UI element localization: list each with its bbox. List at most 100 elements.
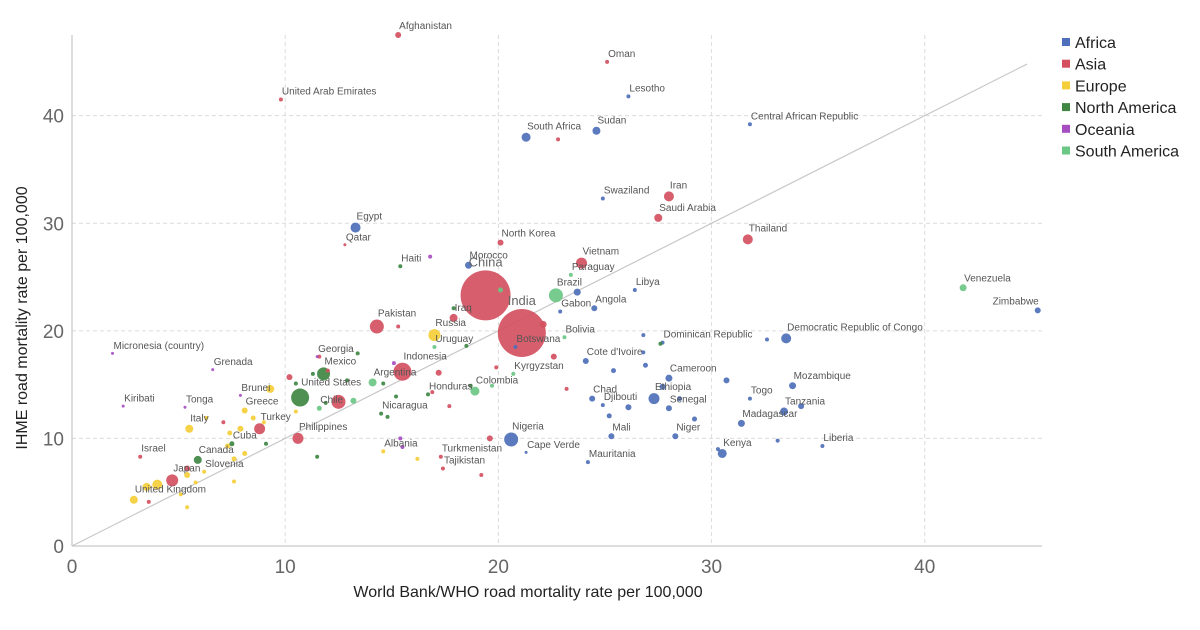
point-label: Togo [751,386,773,397]
data-point [178,492,183,497]
data-point [368,378,377,387]
data-point [343,243,347,247]
data-point [193,480,198,485]
point-label: Mexico [325,356,357,367]
point-label: Kiribati [124,394,155,405]
point-label: China [469,254,504,269]
data-point [497,308,546,357]
point-label: Canada [199,445,234,456]
reference-line-y-equals-x [71,63,1028,547]
point-label: Nicaragua [382,401,428,412]
data-point [494,365,499,370]
data-point [524,450,528,454]
point-label: Micronesia (country) [114,341,205,352]
points-layer [111,32,1041,510]
data-point [677,396,683,402]
legend-label: South America [1075,144,1179,161]
point-label: Chad [593,385,617,396]
data-point [568,272,573,277]
data-point [654,213,663,222]
data-point [121,404,125,408]
data-point [286,374,293,381]
data-point [254,423,266,435]
data-point [511,371,516,376]
x-tick-label: 40 [914,557,935,578]
point-label: Russia [435,318,466,329]
data-point [142,482,151,491]
x-tick-label: 0 [67,557,78,578]
x-axis-title: World Bank/WHO road mortality rate per 1… [353,584,702,601]
data-point [250,415,256,421]
data-point [396,324,401,329]
data-point [641,333,646,338]
data-point [449,313,458,322]
data-point [241,407,248,414]
data-point [430,390,435,395]
data-point [331,394,346,409]
legend-swatch [1062,103,1070,112]
data-point [398,264,403,269]
data-point [398,436,403,441]
point-label: Saudi Arabia [659,203,716,214]
data-point [432,344,437,349]
data-point [184,471,191,478]
legend-label: Oceania [1075,122,1135,139]
point-label: Tajikistan [444,456,485,467]
legend-label: Asia [1075,57,1106,74]
point-label: Mozambique [794,371,852,382]
data-point [486,435,493,442]
point-label: Brunei [241,383,270,394]
data-point [345,378,350,383]
data-point [325,368,330,373]
data-point [659,383,666,390]
data-point [183,405,187,409]
data-point [764,337,769,342]
data-point [231,456,237,462]
point-label: Kyrgyzstan [514,361,563,372]
point-label: Zimbabwe [993,296,1040,307]
reference-line-layer [71,63,1028,547]
point-label: Cape Verde [527,440,580,451]
point-label: Vietnam [583,247,620,258]
point-label: Slovenia [205,459,244,470]
data-point [152,479,163,490]
point-label: Niger [676,422,701,433]
point-label: Paraguay [572,262,615,273]
point-label: Venezuela [964,273,1011,284]
data-point [292,432,304,444]
point-label: Egypt [357,212,383,223]
data-point [238,393,242,397]
point-label: Italy [190,414,208,425]
data-point [146,499,151,504]
y-tick-label: 20 [43,322,64,343]
point-label: Libya [636,277,660,288]
data-point [562,335,567,340]
data-point [564,386,569,391]
point-label: India [508,293,537,308]
point-label: Oman [608,49,635,60]
data-point [350,222,361,233]
point-label: Dominican Republic [664,330,753,341]
x-tick-label: 10 [275,557,296,578]
point-label: Mali [612,422,630,433]
point-label: Kenya [723,438,752,449]
data-point [185,424,194,433]
data-point [497,239,504,246]
data-point [440,466,445,471]
data-point [447,404,452,409]
data-point [592,126,601,135]
data-point [438,454,443,459]
point-label: Lesotho [629,83,665,94]
y-tick-label: 0 [53,537,64,558]
data-point [451,306,456,311]
data-point [780,407,789,416]
data-point [291,388,310,407]
data-point [264,441,268,446]
data-point [658,341,663,346]
point-label: Liberia [823,433,853,444]
data-point [1034,307,1041,314]
data-point [221,420,226,425]
point-label: Pakistan [378,309,416,320]
data-point [775,438,780,443]
